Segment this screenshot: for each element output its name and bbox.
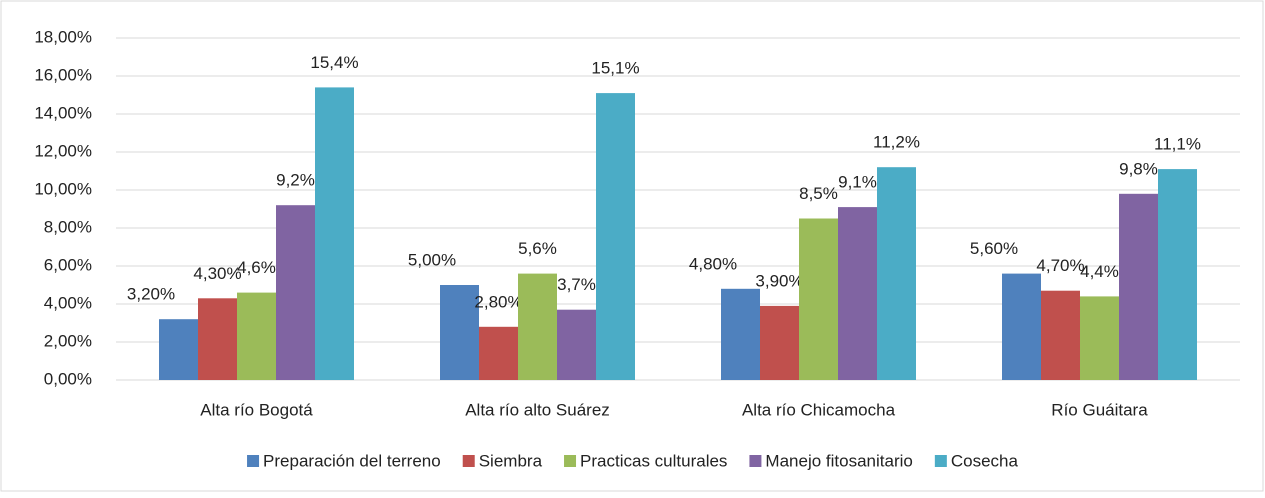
data-label: 5,6% bbox=[518, 239, 557, 258]
bar bbox=[1041, 290, 1080, 380]
legend-label: Siembra bbox=[479, 451, 543, 470]
y-tick-label: 12,00% bbox=[34, 141, 92, 160]
y-tick-label: 16,00% bbox=[34, 65, 92, 84]
data-label: 15,4% bbox=[310, 53, 358, 72]
bar bbox=[198, 298, 237, 380]
x-tick-label: Alta río alto Suárez bbox=[465, 400, 610, 419]
data-label: 9,8% bbox=[1119, 159, 1158, 178]
bar bbox=[877, 167, 916, 380]
x-tick-label: Alta río Chicamocha bbox=[742, 400, 896, 419]
legend-swatch bbox=[749, 455, 762, 467]
legend-label: Preparación del terreno bbox=[263, 451, 441, 470]
legend-swatch bbox=[247, 455, 260, 467]
data-label: 4,30% bbox=[193, 264, 241, 283]
data-label: 4,80% bbox=[689, 254, 737, 273]
data-label: 5,60% bbox=[970, 239, 1018, 258]
bar bbox=[159, 319, 198, 380]
y-tick-label: 0,00% bbox=[44, 369, 92, 388]
y-tick-label: 8,00% bbox=[44, 217, 92, 236]
bar bbox=[1158, 169, 1197, 380]
data-label: 3,7% bbox=[557, 275, 596, 294]
bar bbox=[276, 205, 315, 380]
legend-swatch bbox=[564, 455, 577, 467]
data-label: 15,1% bbox=[591, 59, 639, 78]
legend-label: Practicas culturales bbox=[580, 451, 727, 470]
legend-label: Manejo fitosanitario bbox=[765, 451, 912, 470]
data-label: 9,2% bbox=[276, 171, 315, 190]
x-tick-label: Río Guáitara bbox=[1051, 400, 1148, 419]
bar bbox=[596, 93, 635, 380]
bar bbox=[315, 87, 354, 381]
bar bbox=[1002, 273, 1041, 380]
y-tick-label: 6,00% bbox=[44, 255, 92, 274]
bar bbox=[799, 218, 838, 380]
x-tick-label: Alta río Bogotá bbox=[200, 400, 313, 419]
data-label: 4,6% bbox=[237, 258, 276, 277]
data-label: 11,2% bbox=[873, 133, 920, 152]
data-label: 3,20% bbox=[127, 285, 175, 304]
data-label: 3,90% bbox=[755, 271, 803, 290]
data-label: 2,80% bbox=[474, 292, 522, 311]
data-label: 5,00% bbox=[408, 250, 456, 269]
bar bbox=[721, 288, 760, 380]
data-label: 4,70% bbox=[1036, 256, 1084, 275]
bar bbox=[760, 305, 799, 380]
y-tick-label: 18,00% bbox=[34, 27, 92, 46]
legend-label: Cosecha bbox=[951, 451, 1019, 470]
data-label: 11,1% bbox=[1154, 135, 1201, 154]
bar bbox=[440, 285, 479, 380]
bar bbox=[838, 207, 877, 380]
legend-swatch bbox=[934, 455, 947, 467]
data-label: 4,4% bbox=[1080, 262, 1119, 281]
data-label: 8,5% bbox=[799, 184, 838, 203]
y-tick-label: 10,00% bbox=[34, 179, 92, 198]
bar bbox=[1080, 296, 1119, 380]
y-tick-label: 4,00% bbox=[44, 293, 92, 312]
bar bbox=[518, 273, 557, 380]
y-tick-label: 14,00% bbox=[34, 103, 92, 122]
y-tick-label: 2,00% bbox=[44, 331, 92, 350]
legend-swatch bbox=[462, 455, 475, 467]
bar bbox=[479, 326, 518, 380]
bar bbox=[237, 292, 276, 380]
bar bbox=[1119, 193, 1158, 380]
bar bbox=[557, 309, 596, 380]
data-label: 9,1% bbox=[838, 173, 877, 192]
